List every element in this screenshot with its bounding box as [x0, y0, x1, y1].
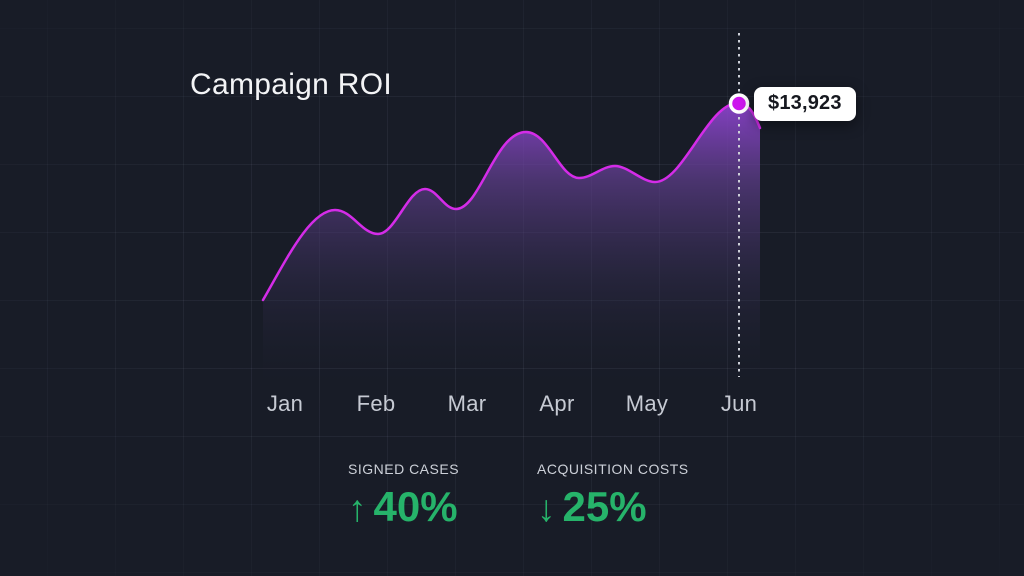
stat-signed-cases: SIGNED CASES ↑ 40% [348, 461, 459, 528]
stat-acquisition-costs-percent: 25% [562, 483, 647, 530]
stat-acquisition-costs: ACQUISITION COSTS ↓ 25% [537, 461, 689, 528]
x-axis-tick-apr: Apr [539, 391, 575, 416]
x-axis-tick-may: May [625, 391, 669, 416]
data-point-marker[interactable] [728, 93, 750, 114]
stat-acquisition-costs-label: ACQUISITION COSTS [537, 461, 689, 477]
stat-acquisition-costs-value: ↓ 25% [537, 486, 689, 528]
stat-signed-cases-percent: 40% [373, 483, 458, 530]
stat-signed-cases-label: SIGNED CASES [348, 461, 460, 477]
arrow-up-icon: ↑ [348, 488, 367, 529]
stat-signed-cases-value: ↑ 40% [348, 486, 459, 528]
arrow-down-icon: ↓ [537, 488, 556, 529]
value-tooltip: $13,923 [754, 87, 856, 121]
x-axis-tick-feb: Feb [356, 391, 396, 416]
x-axis-tick-mar: Mar [447, 391, 487, 416]
chart-line [261, 101, 762, 302]
x-axis-tick-jan: Jan [266, 391, 304, 416]
x-axis-tick-jun: Jun [720, 391, 758, 416]
page-title: Campaign ROI [190, 68, 393, 101]
chart-area-fill [263, 103, 760, 382]
